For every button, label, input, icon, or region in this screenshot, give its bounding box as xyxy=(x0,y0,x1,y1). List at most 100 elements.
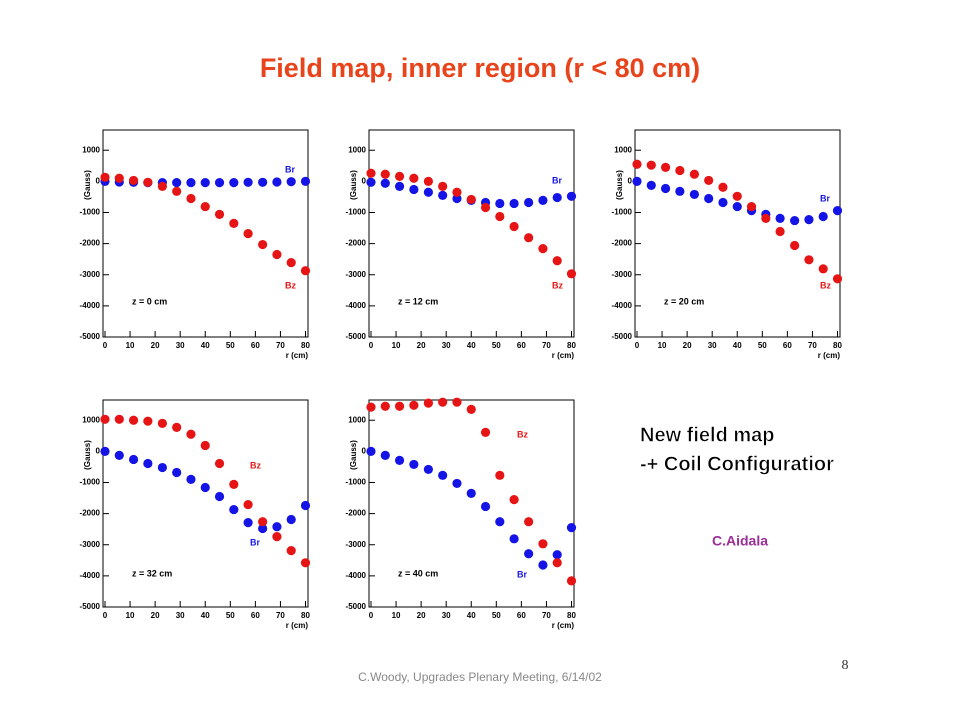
x-tick-label: 40 xyxy=(201,341,210,350)
data-point xyxy=(366,177,376,187)
x-tick-label: 50 xyxy=(492,341,501,350)
y-axis-label: (Gauss) xyxy=(615,170,624,200)
y-axis-label: (Gauss) xyxy=(83,170,92,200)
data-point xyxy=(646,160,656,170)
data-point xyxy=(438,397,448,407)
data-point xyxy=(172,422,182,432)
x-tick-label: 20 xyxy=(683,341,692,350)
data-point xyxy=(286,177,296,187)
data-point xyxy=(200,482,210,493)
data-point xyxy=(566,576,577,586)
data-point xyxy=(200,178,210,188)
data-point xyxy=(675,165,685,176)
data-point xyxy=(366,168,376,178)
series-label: Bz xyxy=(517,429,528,439)
x-axis-label: r (cm) xyxy=(552,351,575,360)
data-point xyxy=(366,402,376,412)
data-point xyxy=(804,255,814,265)
data-point xyxy=(552,256,562,266)
y-tick-label: -2000 xyxy=(346,509,367,518)
y-tick-label: -1000 xyxy=(346,478,367,487)
data-point xyxy=(775,213,785,224)
y-tick-label: -3000 xyxy=(346,270,367,279)
series-label: Br xyxy=(285,164,295,174)
data-point xyxy=(100,172,110,182)
x-tick-label: 80 xyxy=(301,341,310,350)
data-point xyxy=(438,181,448,191)
data-point xyxy=(394,455,405,465)
footer: C.Woody, Upgrades Plenary Meeting, 6/14/… xyxy=(358,670,602,684)
series-label: Br xyxy=(517,569,527,579)
x-tick-label: 10 xyxy=(126,341,135,350)
y-tick-label: -2000 xyxy=(346,239,367,248)
data-point xyxy=(566,523,577,533)
data-point xyxy=(632,159,642,169)
data-point xyxy=(524,549,534,559)
x-tick-label: 60 xyxy=(517,611,526,620)
data-point xyxy=(229,218,239,228)
x-tick-label: 80 xyxy=(567,611,576,620)
data-point xyxy=(409,184,419,195)
data-point xyxy=(704,193,714,204)
data-point xyxy=(100,414,110,424)
data-point xyxy=(380,401,390,411)
data-point xyxy=(495,470,505,480)
y-tick-label: -2000 xyxy=(80,509,101,518)
x-axis-label: r (cm) xyxy=(286,351,309,360)
data-point xyxy=(128,454,139,465)
data-point xyxy=(300,266,311,276)
x-tick-label: 0 xyxy=(103,611,108,620)
data-point xyxy=(229,178,239,188)
data-point xyxy=(480,202,491,213)
data-point xyxy=(258,239,268,250)
data-point xyxy=(660,162,671,172)
data-point xyxy=(128,415,139,425)
data-point xyxy=(423,398,433,408)
y-axis-label: (Gauss) xyxy=(349,170,358,200)
y-tick-label: 1000 xyxy=(348,145,366,154)
data-point xyxy=(172,467,182,478)
data-point xyxy=(186,193,196,204)
y-axis-label: (Gauss) xyxy=(83,440,92,470)
data-point xyxy=(718,197,728,208)
note-line: New field map xyxy=(640,424,774,446)
x-tick-label: 30 xyxy=(708,341,717,350)
x-tick-label: 80 xyxy=(567,341,576,350)
x-tick-label: 10 xyxy=(126,611,135,620)
series-label: Bz xyxy=(552,280,563,290)
series-label: Br xyxy=(820,193,830,203)
data-point xyxy=(229,504,239,515)
x-tick-label: 60 xyxy=(251,611,260,620)
data-point xyxy=(552,192,562,203)
data-point xyxy=(100,446,110,456)
y-axis-label: (Gauss) xyxy=(349,440,358,470)
data-point xyxy=(538,195,548,205)
data-point xyxy=(732,201,742,212)
note-line: -+ Coil Configuratior xyxy=(640,453,834,475)
y-tick-label: -4000 xyxy=(80,571,101,580)
series-label: Br xyxy=(250,537,260,547)
x-axis-label: r (cm) xyxy=(818,351,841,360)
y-tick-label: 1000 xyxy=(82,415,100,424)
x-tick-label: 30 xyxy=(442,341,451,350)
data-point xyxy=(646,180,656,191)
x-tick-label: 70 xyxy=(276,611,285,620)
y-tick-label: -3000 xyxy=(612,270,633,279)
data-point xyxy=(272,532,282,542)
data-point xyxy=(704,175,714,186)
data-point xyxy=(409,400,419,410)
data-point xyxy=(380,450,390,461)
x-tick-label: 0 xyxy=(635,341,640,350)
data-point xyxy=(524,233,534,243)
data-point xyxy=(143,458,153,469)
x-axis-label: r (cm) xyxy=(286,621,309,630)
y-tick-label: -4000 xyxy=(346,571,367,580)
data-point xyxy=(689,189,699,200)
x-tick-label: 70 xyxy=(542,611,551,620)
x-tick-label: 40 xyxy=(467,611,476,620)
data-point xyxy=(675,186,685,196)
data-point xyxy=(128,175,139,186)
data-point xyxy=(114,450,124,461)
y-tick-label: -1000 xyxy=(612,208,633,217)
data-point xyxy=(466,488,476,498)
